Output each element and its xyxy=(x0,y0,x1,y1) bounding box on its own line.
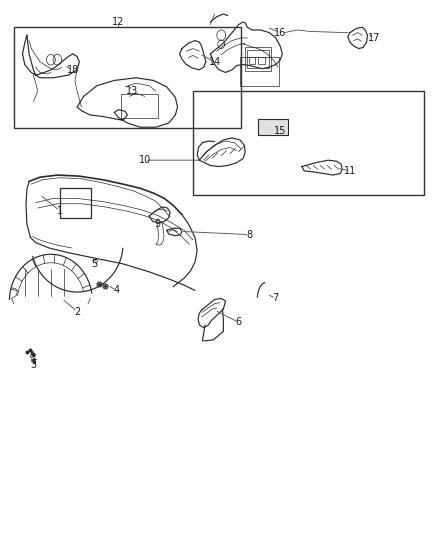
Bar xyxy=(249,56,255,64)
Text: 1: 1 xyxy=(57,206,63,216)
Bar xyxy=(14,27,241,128)
Bar xyxy=(258,119,288,135)
Text: 14: 14 xyxy=(208,57,221,67)
Text: 3: 3 xyxy=(30,360,36,370)
Text: 16: 16 xyxy=(274,28,286,38)
Bar xyxy=(121,94,158,118)
Bar xyxy=(247,50,269,68)
Text: 2: 2 xyxy=(74,306,80,317)
Bar xyxy=(240,56,279,86)
Text: 18: 18 xyxy=(67,65,79,75)
Bar xyxy=(60,188,91,217)
Text: 13: 13 xyxy=(126,86,138,96)
Text: 12: 12 xyxy=(113,17,125,27)
Text: 15: 15 xyxy=(274,126,286,136)
Text: 11: 11 xyxy=(344,166,356,176)
Text: 17: 17 xyxy=(368,33,380,43)
Text: 10: 10 xyxy=(139,155,151,165)
Bar xyxy=(245,47,272,71)
Text: 9: 9 xyxy=(155,219,161,229)
Text: 5: 5 xyxy=(92,259,98,269)
Text: 8: 8 xyxy=(247,230,253,240)
Text: 7: 7 xyxy=(272,293,279,303)
Bar xyxy=(258,56,265,64)
Text: 4: 4 xyxy=(113,286,120,295)
Bar xyxy=(193,91,424,195)
Text: 6: 6 xyxy=(236,317,242,327)
